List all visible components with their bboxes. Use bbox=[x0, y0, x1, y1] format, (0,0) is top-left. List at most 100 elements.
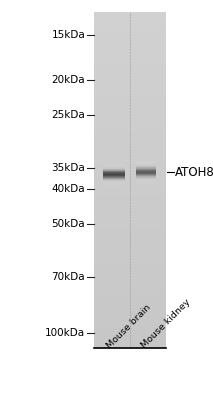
Bar bbox=[103, 166, 125, 167]
Bar bbox=[94, 22, 166, 24]
Bar bbox=[94, 205, 166, 207]
Bar bbox=[94, 333, 166, 334]
Bar bbox=[136, 182, 156, 183]
Bar bbox=[94, 194, 166, 195]
Bar bbox=[94, 343, 166, 345]
Bar bbox=[94, 143, 166, 145]
Text: 50kDa: 50kDa bbox=[52, 219, 85, 229]
Bar bbox=[94, 130, 166, 131]
Bar bbox=[94, 59, 166, 61]
Bar bbox=[94, 172, 166, 173]
Bar bbox=[103, 179, 125, 180]
Bar bbox=[103, 182, 125, 183]
Bar bbox=[94, 108, 166, 110]
Bar bbox=[94, 192, 166, 194]
Bar bbox=[94, 299, 166, 301]
Bar bbox=[94, 334, 166, 336]
Bar bbox=[103, 178, 125, 179]
Bar bbox=[94, 162, 166, 163]
Bar bbox=[94, 264, 166, 266]
Bar bbox=[94, 321, 166, 323]
Bar bbox=[94, 182, 166, 183]
Bar bbox=[94, 84, 166, 86]
Bar bbox=[94, 47, 166, 49]
Text: 25kDa: 25kDa bbox=[52, 110, 85, 120]
Bar bbox=[94, 155, 166, 156]
Bar bbox=[94, 284, 166, 286]
Bar bbox=[94, 78, 166, 79]
Bar bbox=[103, 174, 125, 175]
Bar bbox=[103, 184, 125, 185]
Bar bbox=[94, 17, 166, 19]
Bar bbox=[94, 224, 166, 225]
Bar bbox=[94, 330, 166, 331]
Bar bbox=[94, 279, 166, 281]
Bar bbox=[94, 345, 166, 346]
Bar bbox=[94, 114, 166, 116]
Bar bbox=[94, 291, 166, 292]
Bar bbox=[103, 172, 125, 173]
Text: 20kDa: 20kDa bbox=[52, 75, 85, 85]
Bar bbox=[94, 99, 166, 101]
Bar bbox=[103, 176, 125, 177]
Bar bbox=[103, 173, 125, 174]
Bar bbox=[94, 44, 166, 46]
Bar bbox=[103, 168, 125, 169]
Bar bbox=[94, 237, 166, 239]
Bar bbox=[94, 215, 166, 217]
Bar bbox=[94, 120, 166, 121]
Bar bbox=[94, 57, 166, 59]
Bar bbox=[94, 86, 166, 88]
Bar bbox=[94, 39, 166, 40]
Bar bbox=[94, 26, 166, 27]
Bar bbox=[94, 93, 166, 94]
Bar bbox=[94, 178, 166, 180]
Bar bbox=[94, 140, 166, 141]
Bar bbox=[94, 56, 166, 57]
Bar bbox=[94, 145, 166, 146]
Bar bbox=[103, 175, 125, 176]
Bar bbox=[94, 104, 166, 106]
Text: Mouse brain: Mouse brain bbox=[105, 302, 153, 350]
Bar bbox=[94, 318, 166, 320]
Bar bbox=[103, 185, 125, 186]
Bar bbox=[94, 220, 166, 222]
Bar bbox=[136, 177, 156, 178]
Bar bbox=[94, 146, 166, 148]
Bar bbox=[94, 222, 166, 224]
Bar bbox=[94, 180, 166, 182]
Bar bbox=[94, 138, 166, 140]
Bar bbox=[94, 150, 166, 152]
Bar bbox=[94, 170, 166, 172]
Bar bbox=[136, 176, 156, 177]
Bar bbox=[94, 197, 166, 198]
Bar bbox=[94, 278, 166, 279]
Bar bbox=[136, 178, 156, 179]
Bar bbox=[94, 227, 166, 229]
Bar bbox=[136, 164, 156, 165]
Text: ATOH8: ATOH8 bbox=[175, 166, 213, 179]
Bar bbox=[94, 281, 166, 282]
Bar bbox=[103, 165, 125, 166]
Bar bbox=[94, 311, 166, 313]
Bar bbox=[94, 49, 166, 51]
Bar bbox=[94, 257, 166, 259]
Bar bbox=[94, 37, 166, 39]
Bar bbox=[103, 181, 125, 182]
Bar bbox=[94, 126, 166, 128]
Bar bbox=[94, 51, 166, 52]
Bar bbox=[94, 272, 166, 274]
Text: 70kDa: 70kDa bbox=[52, 272, 85, 282]
Bar bbox=[103, 164, 125, 165]
Bar bbox=[94, 98, 166, 99]
Bar bbox=[94, 214, 166, 215]
Bar bbox=[94, 346, 166, 348]
Bar bbox=[94, 320, 166, 321]
Bar bbox=[136, 161, 156, 162]
Bar bbox=[94, 301, 166, 303]
Bar bbox=[94, 219, 166, 220]
Bar bbox=[94, 29, 166, 30]
Bar bbox=[94, 24, 166, 26]
Bar bbox=[94, 131, 166, 133]
Text: 100kDa: 100kDa bbox=[45, 328, 85, 338]
